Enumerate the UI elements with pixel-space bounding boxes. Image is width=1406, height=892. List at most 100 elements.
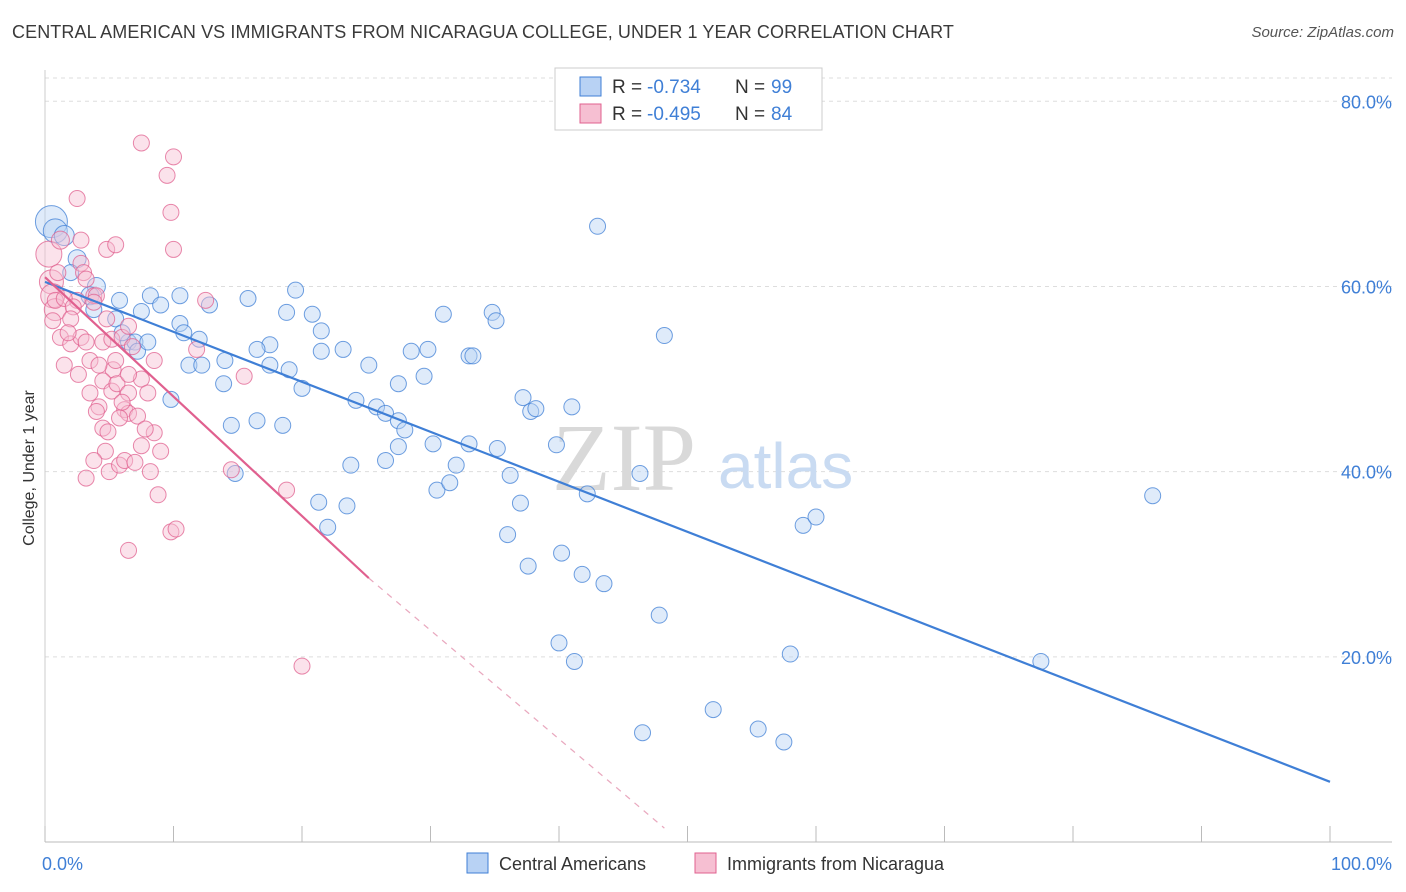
point-immigrants-nicaragua xyxy=(197,291,215,309)
stats-legend: R = -0.734 N = 99 R = -0.495 N = 84 xyxy=(554,67,823,131)
y-axis-title: College, Under 1 year xyxy=(21,390,38,546)
point-immigrants-nicaragua xyxy=(162,523,180,541)
point-immigrants-nicaragua xyxy=(44,312,62,330)
point-central-americans xyxy=(781,645,799,663)
point-central-americans xyxy=(655,327,673,345)
y-tick-label: 60.0% xyxy=(1341,277,1392,297)
point-immigrants-nicaragua xyxy=(72,231,90,249)
point-immigrants-nicaragua xyxy=(139,384,157,402)
point-central-americans xyxy=(501,466,519,484)
point-immigrants-nicaragua xyxy=(145,352,163,370)
point-central-americans xyxy=(589,217,607,235)
point-central-americans xyxy=(415,367,433,385)
legend-r-value-blue: -0.734 xyxy=(647,77,701,98)
bottom-legend-swatch-central-americans xyxy=(466,852,489,874)
point-immigrants-nicaragua xyxy=(96,442,114,460)
point-central-americans xyxy=(419,340,437,358)
point-central-americans xyxy=(631,464,649,482)
point-immigrants-nicaragua xyxy=(116,452,134,470)
bottom-legend-label-nicaragua: Immigrants from Nicaragua xyxy=(727,854,945,874)
point-central-americans xyxy=(807,508,825,526)
point-central-americans xyxy=(650,606,668,624)
point-central-americans xyxy=(563,398,581,416)
point-central-americans xyxy=(248,340,266,358)
point-central-americans xyxy=(171,315,189,333)
legend-n-label-blue: N = xyxy=(735,77,765,98)
point-immigrants-nicaragua xyxy=(120,541,138,559)
point-immigrants-nicaragua xyxy=(107,352,125,370)
point-central-americans xyxy=(553,544,571,562)
point-central-americans xyxy=(310,493,328,511)
point-immigrants-nicaragua xyxy=(132,134,150,152)
point-central-americans xyxy=(389,375,407,393)
point-central-americans xyxy=(487,312,505,330)
point-immigrants-nicaragua xyxy=(62,310,80,328)
point-central-americans xyxy=(499,526,517,544)
point-immigrants-nicaragua xyxy=(162,203,180,221)
point-central-americans xyxy=(460,347,478,365)
point-immigrants-nicaragua xyxy=(85,452,103,470)
point-immigrants-nicaragua xyxy=(293,657,311,675)
point-immigrants-nicaragua xyxy=(90,398,108,416)
point-immigrants-nicaragua xyxy=(68,190,86,208)
point-central-americans xyxy=(447,456,465,474)
point-central-americans xyxy=(522,402,540,420)
point-immigrants-nicaragua xyxy=(77,333,95,351)
point-central-americans xyxy=(342,456,360,474)
point-central-americans xyxy=(171,287,189,305)
point-central-americans xyxy=(434,305,452,323)
point-central-americans xyxy=(565,652,583,670)
point-central-americans xyxy=(794,516,812,534)
axes xyxy=(44,70,1392,843)
watermark: ZIP atlas xyxy=(552,404,853,511)
source-label: Source: ZipAtlas.com xyxy=(1251,24,1394,41)
point-immigrants-nicaragua xyxy=(107,236,125,254)
legend-r-label-pink: R = xyxy=(612,104,642,125)
point-immigrants-nicaragua xyxy=(120,317,138,335)
point-immigrants-nicaragua xyxy=(69,365,87,383)
legend-swatch-blue xyxy=(579,76,602,97)
point-central-americans xyxy=(595,575,613,593)
point-central-americans xyxy=(239,290,257,308)
point-immigrants-nicaragua xyxy=(72,328,90,346)
point-central-americans xyxy=(162,390,180,408)
point-immigrants-nicaragua xyxy=(87,402,105,420)
legend-r-value-pink: -0.495 xyxy=(647,104,701,125)
x-tick-label-max: 100.0% xyxy=(1331,854,1392,874)
point-central-americans xyxy=(511,494,529,512)
point-immigrants-nicaragua xyxy=(141,463,159,481)
point-central-americans xyxy=(704,701,722,719)
y-tick-label: 80.0% xyxy=(1341,92,1392,112)
legend-n-value-blue: 99 xyxy=(771,77,792,98)
point-central-americans xyxy=(303,305,321,323)
point-central-americans xyxy=(527,400,545,418)
legend-n-value-pink: 84 xyxy=(771,104,793,125)
point-immigrants-nicaragua xyxy=(120,365,138,383)
point-immigrants-nicaragua xyxy=(158,166,176,184)
point-immigrants-nicaragua xyxy=(99,423,117,441)
legend-n-label-pink: N = xyxy=(735,104,765,125)
point-central-americans xyxy=(514,389,532,407)
point-central-americans xyxy=(377,452,395,470)
point-immigrants-nicaragua xyxy=(165,148,182,166)
point-central-americans xyxy=(1144,487,1162,505)
point-central-americans xyxy=(274,416,292,434)
x-tick-label-min: 0.0% xyxy=(42,854,83,874)
point-central-americans xyxy=(360,356,378,374)
series-central-americans-points xyxy=(34,205,1162,751)
point-central-americans xyxy=(319,518,337,536)
point-immigrants-nicaragua xyxy=(126,453,144,471)
point-immigrants-nicaragua xyxy=(235,367,253,385)
point-central-americans xyxy=(152,296,170,314)
point-central-americans xyxy=(312,322,330,340)
bottom-legend-label-central-americans: Central Americans xyxy=(499,854,646,874)
point-central-americans xyxy=(338,497,356,515)
point-immigrants-nicaragua xyxy=(167,520,185,538)
point-immigrants-nicaragua xyxy=(120,384,138,402)
point-immigrants-nicaragua xyxy=(50,230,70,250)
point-immigrants-nicaragua xyxy=(81,384,99,402)
legend-swatch-pink xyxy=(579,103,602,124)
point-immigrants-nicaragua xyxy=(222,461,240,479)
point-central-americans xyxy=(573,565,591,583)
